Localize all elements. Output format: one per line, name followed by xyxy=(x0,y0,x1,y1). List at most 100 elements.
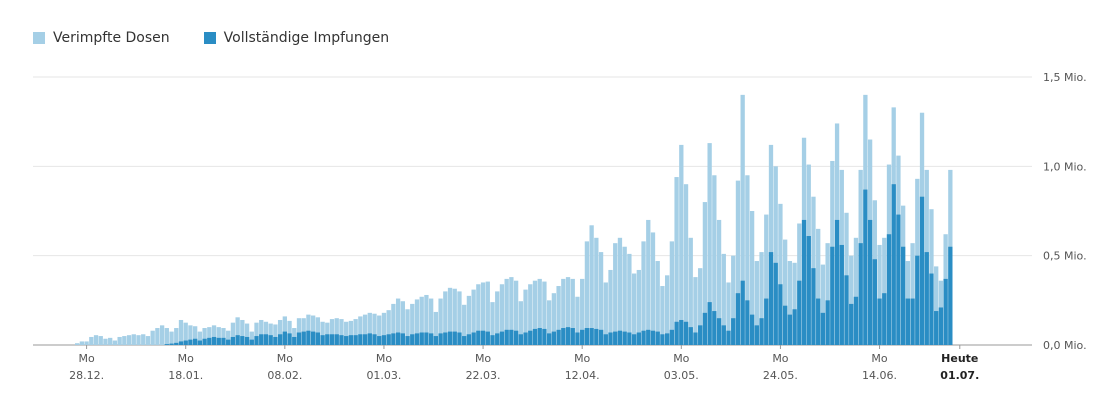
bar-voll xyxy=(915,255,920,345)
bar-dosen xyxy=(306,314,311,345)
bar-dosen xyxy=(594,237,599,345)
bar-voll xyxy=(768,252,774,345)
legend-swatch-voll xyxy=(203,32,216,44)
bar-dosen xyxy=(490,302,495,345)
bar-voll xyxy=(631,334,637,345)
bar-voll xyxy=(849,303,854,345)
bar-voll xyxy=(745,300,750,345)
legend-label-voll: Vollständige Impfungen xyxy=(223,30,390,46)
bar-voll xyxy=(570,328,575,345)
bar-dosen xyxy=(79,341,85,345)
x-tick-label-top: Mo xyxy=(277,352,293,365)
bar-dosen xyxy=(230,322,236,345)
bar-dosen xyxy=(565,277,571,345)
x-tick-label-bottom: 01.03. xyxy=(366,369,401,382)
bar-dosen xyxy=(934,266,939,345)
bar-voll xyxy=(679,319,684,345)
x-tick-label-top: Mo xyxy=(574,352,590,365)
bar-dosen xyxy=(726,282,731,345)
bar-dosen xyxy=(419,296,424,345)
chart-legend: Verimpfte Dosen Vollständige Impfungen xyxy=(33,30,389,46)
bar-dosen xyxy=(433,311,439,345)
bar-dosen xyxy=(665,275,670,345)
bar-voll xyxy=(891,184,896,345)
bar-voll xyxy=(348,335,354,345)
x-tick-label-top: Heute xyxy=(941,352,978,365)
bar-dosen xyxy=(263,321,269,345)
bar-dosen xyxy=(429,298,434,345)
bar-voll xyxy=(235,335,240,345)
bar-voll xyxy=(877,298,882,345)
x-tick-label-top: Mo xyxy=(673,352,689,365)
bar-voll xyxy=(504,329,509,345)
bar-voll xyxy=(934,311,939,345)
bar-voll xyxy=(816,298,821,345)
bar-dosen xyxy=(518,301,523,345)
bar-voll xyxy=(716,318,722,345)
bar-voll xyxy=(863,189,868,345)
bar-voll xyxy=(613,331,618,345)
bar-dosen xyxy=(282,316,287,345)
bar-voll xyxy=(480,330,486,345)
bar-voll xyxy=(405,336,410,345)
bar-dosen xyxy=(150,330,155,345)
bar-voll xyxy=(509,329,514,345)
bar-dosen xyxy=(377,315,382,345)
bar-voll xyxy=(759,318,764,345)
bar-voll xyxy=(735,293,741,345)
bar-voll xyxy=(580,329,585,345)
bar-dosen xyxy=(197,331,203,345)
bar-voll xyxy=(646,329,651,345)
bar-dosen xyxy=(509,277,514,345)
bar-dosen xyxy=(721,253,726,345)
legend-item-voll[interactable]: Vollständige Impfungen xyxy=(203,30,390,46)
bar-voll xyxy=(476,330,481,345)
bar-dosen xyxy=(688,237,693,345)
bar-voll xyxy=(452,331,457,345)
bar-dosen xyxy=(768,144,774,345)
bar-voll xyxy=(896,214,901,345)
bar-voll xyxy=(547,333,552,345)
bar-dosen xyxy=(259,319,264,345)
bar-voll xyxy=(211,336,217,345)
bar-dosen xyxy=(391,303,396,345)
bar-voll xyxy=(542,328,547,345)
bar-voll xyxy=(358,334,363,345)
bar-dosen xyxy=(235,317,240,345)
legend-item-dosen[interactable]: Verimpfte Dosen xyxy=(33,30,170,46)
bar-dosen xyxy=(75,343,80,345)
bar-dosen xyxy=(556,286,561,345)
bar-dosen xyxy=(353,319,358,345)
bar-voll xyxy=(882,293,887,345)
bar-dosen xyxy=(622,246,627,345)
bar-voll xyxy=(858,243,863,345)
bar-voll xyxy=(834,219,840,345)
bar-dosen xyxy=(627,253,632,345)
bar-voll xyxy=(929,273,934,345)
bar-dosen xyxy=(193,326,198,345)
bar-dosen xyxy=(655,261,660,345)
bar-dosen xyxy=(98,336,103,345)
bar-dosen xyxy=(650,232,656,345)
bar-dosen xyxy=(528,284,533,345)
bar-voll xyxy=(254,336,259,345)
bar-voll xyxy=(249,339,254,345)
bar-voll xyxy=(830,246,835,345)
bar-voll xyxy=(749,314,755,345)
bar-dosen xyxy=(211,325,217,345)
x-tick-label-bottom: 18.01. xyxy=(168,369,203,382)
bar-dosen xyxy=(103,338,108,345)
bar-voll xyxy=(872,259,877,345)
bar-dosen xyxy=(405,309,410,345)
bar-dosen xyxy=(226,330,231,345)
bar-dosen xyxy=(542,281,547,345)
bar-voll xyxy=(306,330,311,345)
bar-voll xyxy=(438,333,443,345)
bar-voll xyxy=(273,336,278,345)
bar-dosen xyxy=(424,294,429,345)
bar-dosen xyxy=(131,334,136,345)
bar-voll xyxy=(589,328,594,345)
bar-voll xyxy=(655,331,660,345)
bar-voll xyxy=(447,331,453,345)
bar-voll xyxy=(669,329,675,345)
